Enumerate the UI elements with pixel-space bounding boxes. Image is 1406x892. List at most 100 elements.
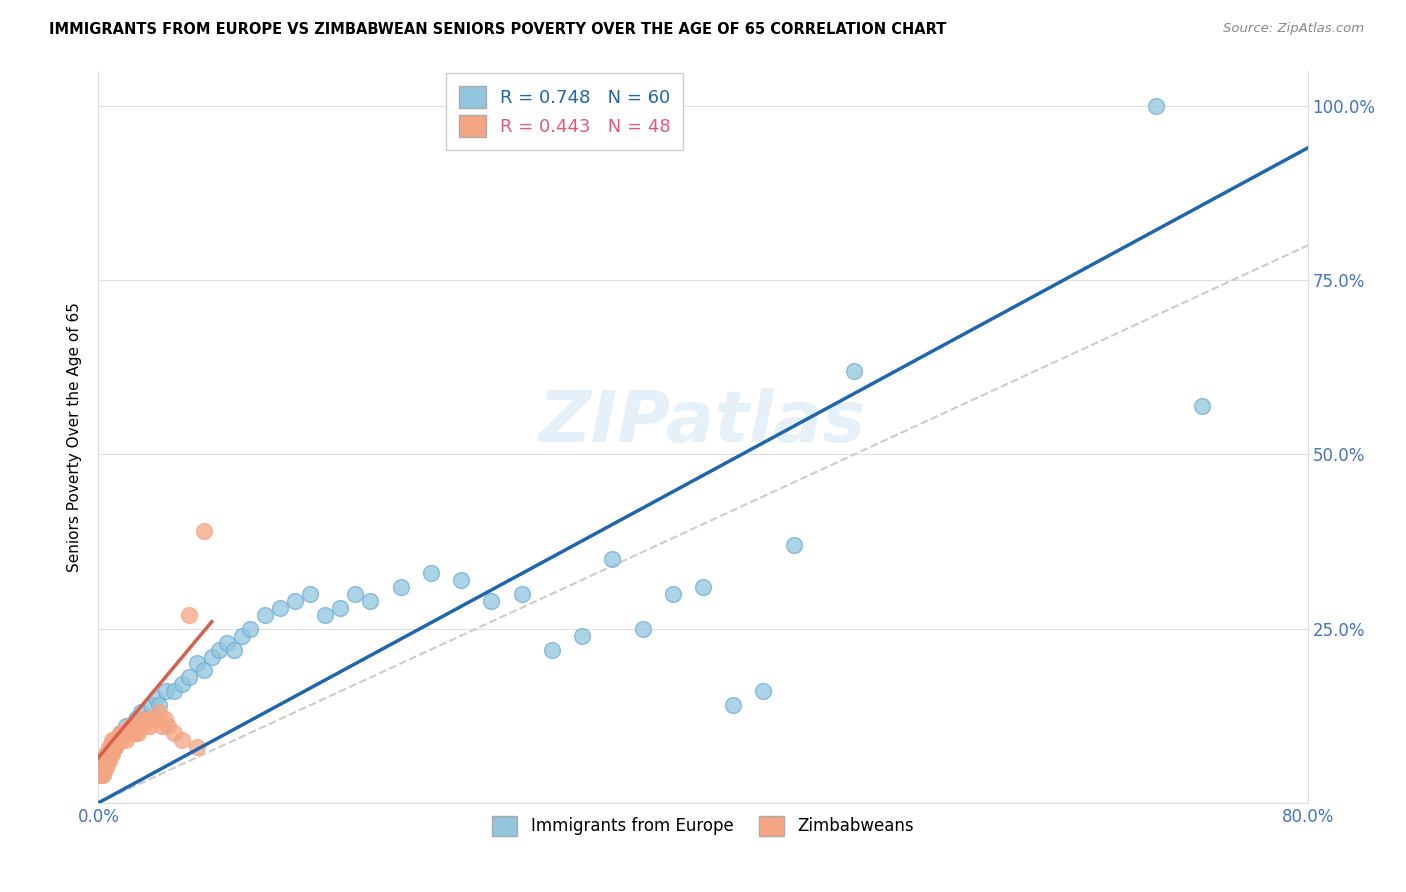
Point [128,719,150,733]
Point [91,768,114,782]
Point [179,670,201,684]
Point [155,684,177,698]
Point [135,712,157,726]
Point [98,754,121,768]
Point [314,607,336,622]
Point [111,726,134,740]
Point [284,594,307,608]
Point [114,733,136,747]
Point [101,733,124,747]
Point [231,629,253,643]
Point [132,712,155,726]
Point [344,587,367,601]
Point [239,622,262,636]
Point [186,740,208,755]
Point [145,712,167,726]
Legend: Immigrants from Europe, Zimbabweans: Immigrants from Europe, Zimbabweans [479,802,927,849]
Point [450,573,472,587]
Point [93,761,115,775]
Point [208,642,231,657]
Point [91,761,114,775]
Point [571,629,593,643]
Point [104,740,127,755]
Point [93,754,115,768]
Point [108,726,131,740]
Point [201,649,224,664]
Point [115,726,138,740]
Point [224,642,246,657]
Point [107,733,129,747]
Point [100,740,122,755]
Point [540,642,562,657]
Point [122,719,145,733]
Point [98,747,121,761]
Text: IMMIGRANTS FROM EUROPE VS ZIMBABWEAN SENIORS POVERTY OVER THE AGE OF 65 CORRELAT: IMMIGRANTS FROM EUROPE VS ZIMBABWEAN SEN… [49,22,946,37]
Point [1191,399,1213,413]
Point [129,705,152,719]
Point [110,733,132,747]
Point [105,733,128,747]
Point [153,712,176,726]
Point [96,754,118,768]
Point [132,719,155,733]
Point [186,657,208,671]
Point [145,691,167,706]
Point [96,754,118,768]
Point [94,747,117,761]
Point [101,740,124,755]
Point [114,719,136,733]
Point [692,580,714,594]
Point [103,733,125,747]
Point [148,705,170,719]
Point [129,712,152,726]
Point [98,740,121,755]
Point [170,677,193,691]
Point [193,664,215,678]
Point [360,594,382,608]
Point [299,587,322,601]
Point [100,747,122,761]
Point [118,726,141,740]
Point [150,719,173,733]
Point [163,684,186,698]
Point [420,566,443,580]
Point [752,684,775,698]
Point [329,600,352,615]
Point [215,635,238,649]
Point [100,747,122,761]
Point [156,719,179,733]
Point [112,726,135,740]
Point [631,622,654,636]
Text: ZIPatlas: ZIPatlas [540,388,866,457]
Point [163,726,186,740]
Point [101,747,124,761]
Point [104,740,127,755]
Point [269,600,291,615]
Y-axis label: Seniors Poverty Over the Age of 65: Seniors Poverty Over the Age of 65 [67,302,83,572]
Point [510,587,533,601]
Point [148,698,170,713]
Text: Source: ZipAtlas.com: Source: ZipAtlas.com [1223,22,1364,36]
Point [107,733,129,747]
Point [120,719,142,733]
Point [253,607,276,622]
Point [193,524,215,538]
Point [125,712,148,726]
Point [110,726,132,740]
Point [90,768,112,782]
Point [389,580,412,594]
Point [179,607,201,622]
Point [121,719,143,733]
Point [105,733,128,747]
Point [1144,99,1167,113]
Point [90,768,112,782]
Point [96,747,118,761]
Point [783,538,806,552]
Point [141,698,163,713]
Point [170,733,193,747]
Point [94,754,117,768]
Point [139,719,162,733]
Point [121,726,143,740]
Point [844,364,866,378]
Point [602,552,624,566]
